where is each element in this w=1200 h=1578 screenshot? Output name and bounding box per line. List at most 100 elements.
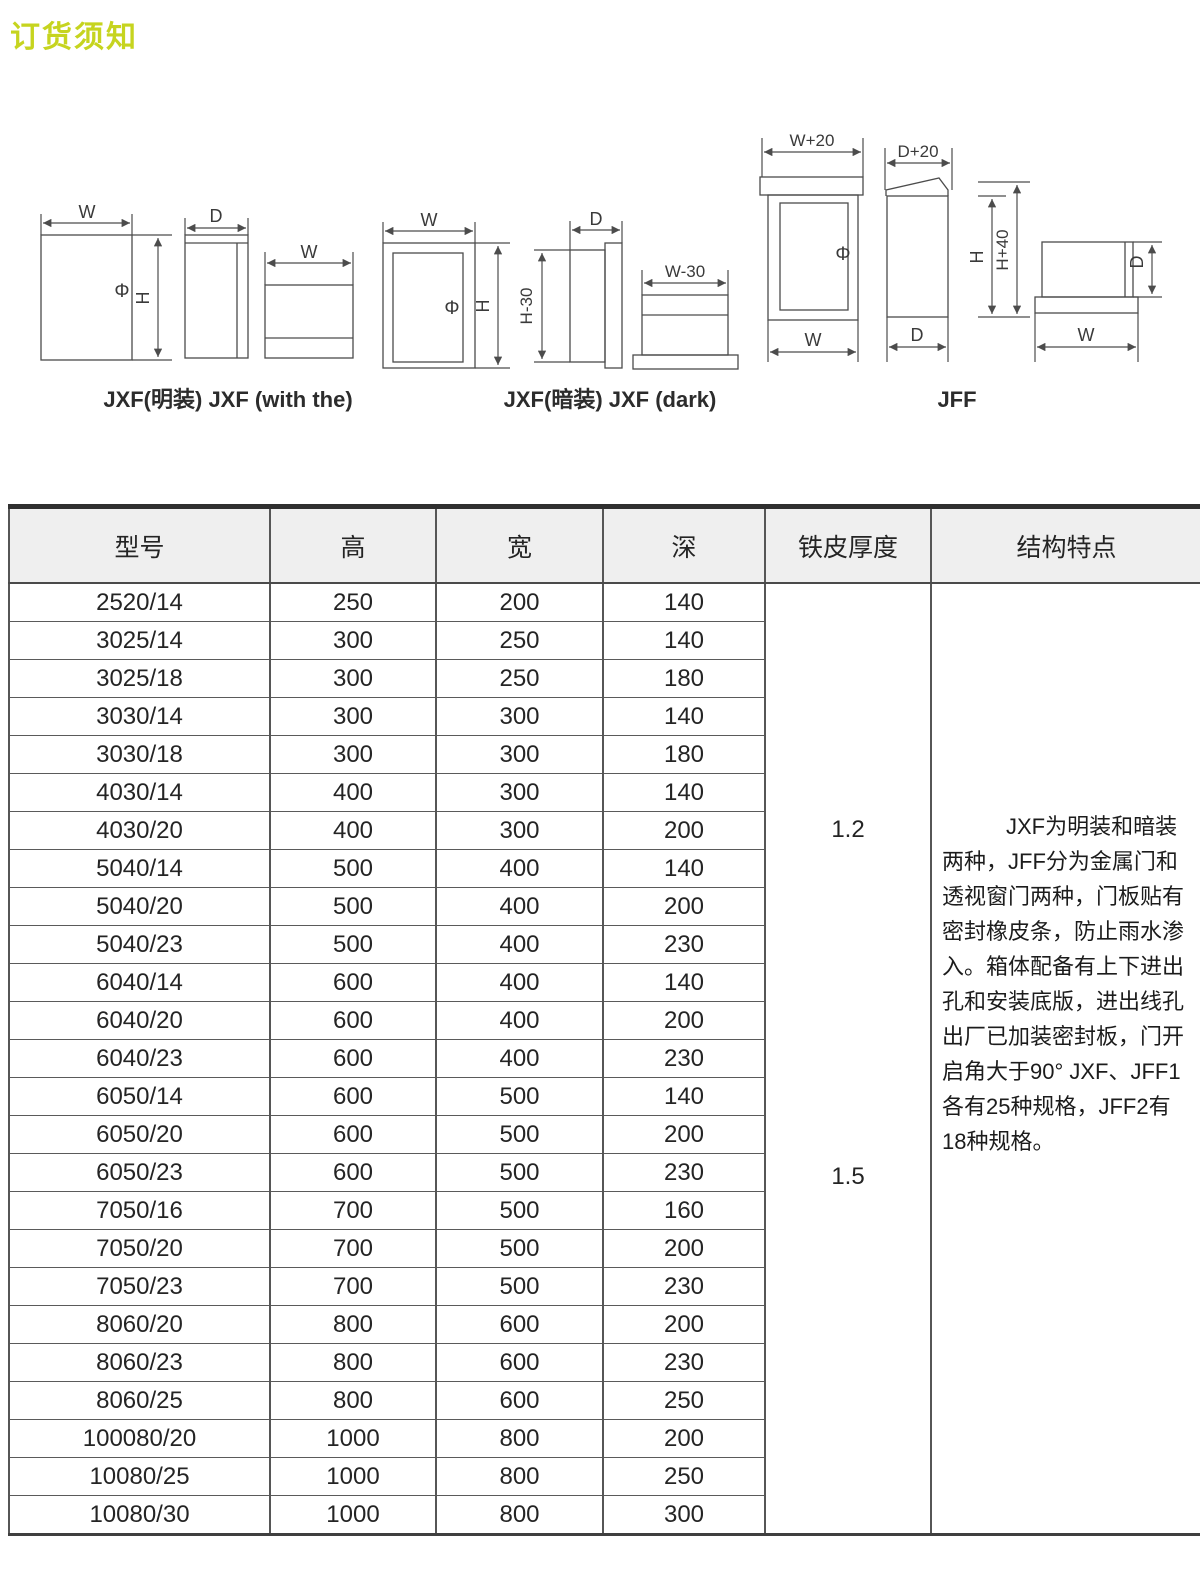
height-cell: 600 <box>269 1115 436 1154</box>
dim-label-h: H <box>967 251 987 264</box>
jff-side-lid <box>885 177 949 196</box>
spec-row: 7050/16 700 500 160 <box>8 1191 1200 1230</box>
caption-jxf-flush: JXF(暗装) JXF (dark) <box>504 387 717 412</box>
dim-label-d-plus-20: D+20 <box>897 142 938 161</box>
height-cell: 800 <box>269 1305 436 1344</box>
width-cell: 500 <box>435 1229 603 1268</box>
width-cell: 300 <box>435 697 603 736</box>
spec-row: 6040/14 600 400 140 <box>8 963 1200 1002</box>
spec-row: 6050/23 600 500 230 <box>8 1153 1200 1192</box>
dim-label-h: H <box>133 292 153 305</box>
header-thickness: 铁皮厚度 <box>764 506 931 584</box>
model-cell: 4030/20 <box>8 811 270 850</box>
model-cell: 4030/14 <box>8 773 270 812</box>
height-cell: 300 <box>269 735 436 774</box>
depth-cell: 200 <box>602 1305 765 1344</box>
width-cell: 500 <box>435 1153 603 1192</box>
depth-cell: 250 <box>602 1381 765 1420</box>
model-cell: 3025/14 <box>8 621 270 660</box>
model-cell: 7050/20 <box>8 1229 270 1268</box>
jff-door <box>779 202 849 311</box>
spec-row: 5040/20 500 400 200 <box>8 887 1200 926</box>
height-cell: 600 <box>269 1039 436 1078</box>
depth-cell: 180 <box>602 735 765 774</box>
spec-row: 3025/14 300 250 140 <box>8 621 1200 660</box>
width-cell: 600 <box>435 1381 603 1420</box>
jxf-surface-side-view <box>184 234 249 359</box>
diagram-jxf-flush: Φ W H D H-30 W-30 JXF(暗装) JXF (dark) <box>382 209 739 412</box>
dim-label-h-plus-40: H+40 <box>993 229 1012 270</box>
spec-row: 5040/23 500 400 230 <box>8 925 1200 964</box>
height-cell: 800 <box>269 1381 436 1420</box>
width-cell: 250 <box>435 621 603 660</box>
jff-base-plate <box>1034 296 1139 314</box>
model-cell: 6050/23 <box>8 1153 270 1192</box>
header-row: 型号 高 宽 深 铁皮厚度 结构特点 <box>8 506 1200 584</box>
door-handle-symbol: Φ <box>444 298 459 319</box>
depth-cell: 200 <box>602 1419 765 1458</box>
spec-row: 8060/23 800 600 230 <box>8 1343 1200 1382</box>
diagram-jxf-surface: W H Φ D W JXF(明装) JXF (with the) <box>40 202 354 412</box>
spec-row: 6040/23 600 400 230 <box>8 1039 1200 1078</box>
height-cell: 600 <box>269 1077 436 1116</box>
spec-row: 8060/25 800 600 250 <box>8 1381 1200 1420</box>
depth-cell: 200 <box>602 1001 765 1040</box>
height-cell: 500 <box>269 925 436 964</box>
dim-label-d: D <box>210 206 223 226</box>
model-cell: 6050/14 <box>8 1077 270 1116</box>
spec-row: 7050/23 700 500 230 <box>8 1267 1200 1306</box>
jxf-surface-front-view <box>40 234 133 361</box>
width-cell: 600 <box>435 1305 603 1344</box>
height-cell: 600 <box>269 963 436 1002</box>
depth-cell: 230 <box>602 1153 765 1192</box>
features-text: JXF为明装和暗装两种，JFF分为金属门和透视窗门两种，门板贴有密封橡皮条，防止… <box>942 814 1185 1154</box>
width-cell: 250 <box>435 659 603 698</box>
depth-cell: 230 <box>602 1267 765 1306</box>
thickness-cell: 1.2 1.5 <box>764 583 931 1535</box>
dim-label-h-minus-30: H-30 <box>517 288 536 325</box>
jff-top-view <box>1041 241 1134 298</box>
spec-row: 6040/20 600 400 200 <box>8 1001 1200 1040</box>
depth-cell: 140 <box>602 773 765 812</box>
spec-row: 5040/14 500 400 140 <box>8 849 1200 888</box>
jff-rain-cap <box>759 176 864 196</box>
jff-front-view <box>767 194 859 321</box>
height-cell: 700 <box>269 1229 436 1268</box>
model-cell: 3025/18 <box>8 659 270 698</box>
width-cell: 500 <box>435 1077 603 1116</box>
height-cell: 500 <box>269 849 436 888</box>
width-cell: 300 <box>435 773 603 812</box>
dim-label-w-minus-30: W-30 <box>665 262 705 281</box>
width-cell: 500 <box>435 1115 603 1154</box>
width-cell: 400 <box>435 849 603 888</box>
depth-cell: 200 <box>602 1229 765 1268</box>
spec-row: 10080/25 1000 800 250 <box>8 1457 1200 1496</box>
spec-row: 100080/20 1000 800 200 <box>8 1419 1200 1458</box>
jxf-flush-side-flange <box>604 242 623 369</box>
depth-cell: 200 <box>602 811 765 850</box>
model-cell: 3030/14 <box>8 697 270 736</box>
depth-cell: 160 <box>602 1191 765 1230</box>
header-width: 宽 <box>435 506 603 584</box>
spec-table: 型号 高 宽 深 铁皮厚度 结构特点 2520/14 250 200 140 1.2 1.… <box>8 504 1200 1536</box>
depth-cell: 300 <box>602 1495 765 1535</box>
width-cell: 300 <box>435 735 603 774</box>
height-cell: 600 <box>269 1001 436 1040</box>
dim-label-d: D <box>911 325 924 345</box>
height-cell: 700 <box>269 1191 436 1230</box>
model-cell: 7050/23 <box>8 1267 270 1306</box>
depth-cell: 180 <box>602 659 765 698</box>
dim-label-d: D <box>590 209 603 229</box>
model-cell: 8060/23 <box>8 1343 270 1382</box>
depth-cell: 140 <box>602 583 765 622</box>
width-cell: 500 <box>435 1191 603 1230</box>
width-cell: 400 <box>435 887 603 926</box>
dim-label-w: W <box>79 202 96 222</box>
depth-cell: 140 <box>602 963 765 1002</box>
depth-cell: 140 <box>602 621 765 660</box>
height-cell: 800 <box>269 1343 436 1382</box>
depth-cell: 140 <box>602 697 765 736</box>
width-cell: 500 <box>435 1267 603 1306</box>
height-cell: 1000 <box>269 1457 436 1496</box>
model-cell: 7050/16 <box>8 1191 270 1230</box>
